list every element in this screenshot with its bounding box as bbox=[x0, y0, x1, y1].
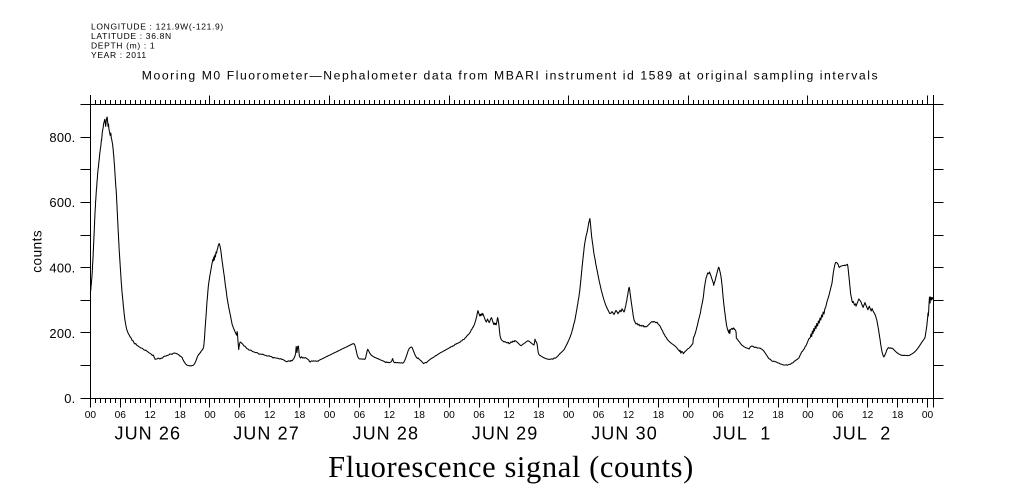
svg-text:Mooring M0 Fluorometer—Nephalo: Mooring M0 Fluorometer—Nephalometer data… bbox=[142, 68, 879, 82]
svg-text:18: 18 bbox=[294, 410, 306, 421]
svg-text:06: 06 bbox=[832, 410, 844, 421]
svg-text:JUN 30: JUN 30 bbox=[591, 423, 658, 443]
svg-text:00: 00 bbox=[204, 410, 216, 421]
svg-text:18: 18 bbox=[772, 410, 784, 421]
svg-text:12: 12 bbox=[384, 410, 396, 421]
svg-text:JUL 2: JUL 2 bbox=[833, 423, 892, 443]
svg-text:06: 06 bbox=[713, 410, 725, 421]
svg-text:06: 06 bbox=[473, 410, 485, 421]
svg-text:00: 00 bbox=[922, 410, 934, 421]
svg-text:JUN 26: JUN 26 bbox=[114, 423, 181, 443]
svg-text:06: 06 bbox=[593, 410, 605, 421]
svg-text:06: 06 bbox=[234, 410, 246, 421]
svg-text:06: 06 bbox=[354, 410, 366, 421]
svg-text:LONGITUDE : 121.9W(-121.9): LONGITUDE : 121.9W(-121.9) bbox=[91, 22, 224, 32]
svg-text:00: 00 bbox=[85, 410, 97, 421]
svg-text:200.: 200. bbox=[49, 326, 75, 341]
svg-text:18: 18 bbox=[533, 410, 545, 421]
svg-text:18: 18 bbox=[414, 410, 426, 421]
svg-text:JUL 1: JUL 1 bbox=[713, 423, 772, 443]
svg-text:12: 12 bbox=[862, 410, 874, 421]
svg-text:DEPTH (m) : 1: DEPTH (m) : 1 bbox=[91, 41, 155, 51]
svg-text:18: 18 bbox=[653, 410, 665, 421]
svg-text:0.: 0. bbox=[64, 391, 75, 406]
svg-text:JUN 28: JUN 28 bbox=[352, 423, 419, 443]
svg-text:YEAR : 2011: YEAR : 2011 bbox=[91, 50, 147, 60]
svg-text:12: 12 bbox=[623, 410, 635, 421]
svg-text:600.: 600. bbox=[49, 195, 75, 210]
svg-text:JUN 27: JUN 27 bbox=[233, 423, 300, 443]
svg-text:00: 00 bbox=[563, 410, 575, 421]
svg-text:18: 18 bbox=[892, 410, 904, 421]
svg-text:00: 00 bbox=[444, 410, 456, 421]
svg-text:00: 00 bbox=[324, 410, 336, 421]
svg-text:00: 00 bbox=[802, 410, 814, 421]
svg-text:LATITUDE : 36.8N: LATITUDE : 36.8N bbox=[91, 31, 172, 41]
svg-text:400.: 400. bbox=[49, 261, 75, 276]
svg-text:12: 12 bbox=[264, 410, 276, 421]
svg-text:12: 12 bbox=[145, 410, 157, 421]
svg-text:800.: 800. bbox=[49, 130, 75, 145]
svg-text:12: 12 bbox=[503, 410, 515, 421]
svg-text:12: 12 bbox=[742, 410, 754, 421]
svg-text:JUN 29: JUN 29 bbox=[472, 423, 539, 443]
svg-text:18: 18 bbox=[174, 410, 186, 421]
svg-text:06: 06 bbox=[115, 410, 127, 421]
svg-text:00: 00 bbox=[683, 410, 695, 421]
svg-text:Fluorescence signal (counts): Fluorescence signal (counts) bbox=[328, 450, 694, 484]
svg-text:counts: counts bbox=[30, 230, 45, 273]
